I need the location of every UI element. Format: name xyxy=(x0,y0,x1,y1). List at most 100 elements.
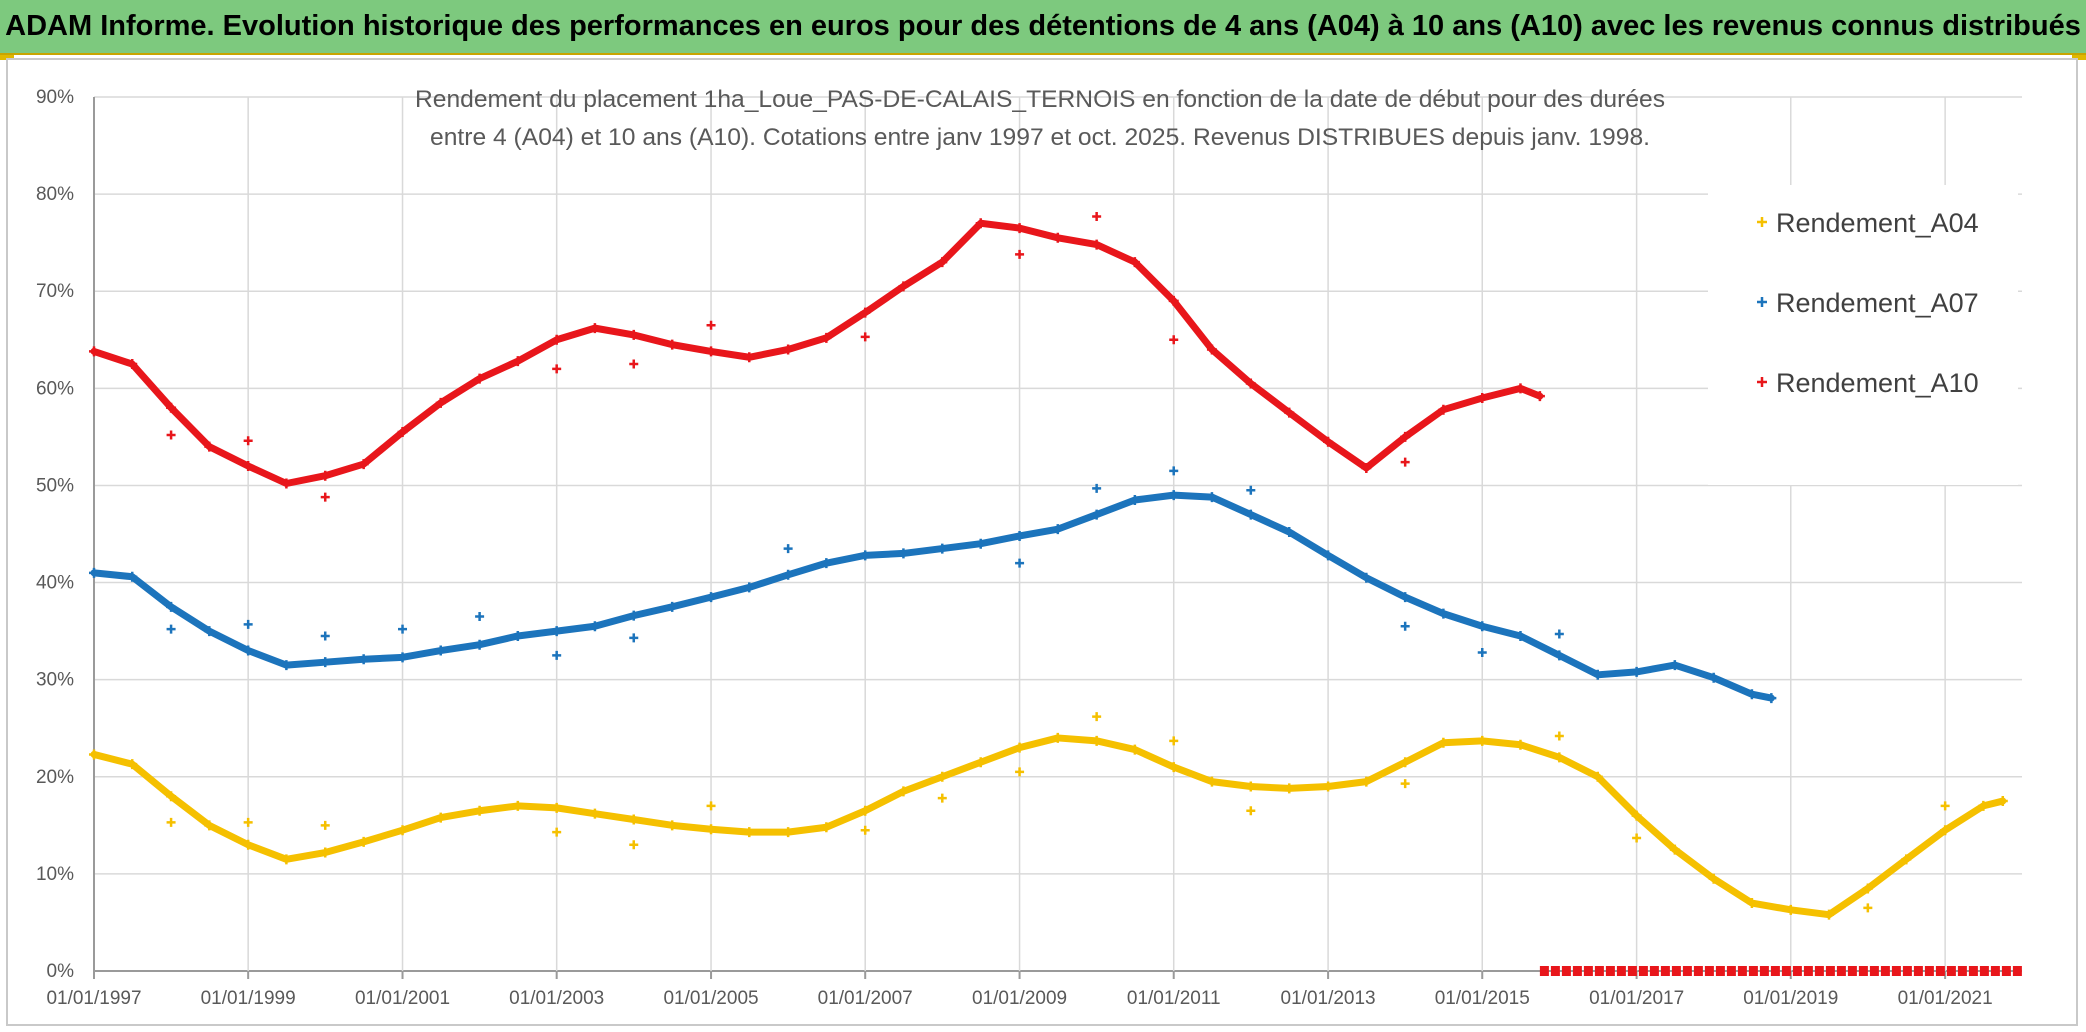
data-point xyxy=(783,344,794,355)
series-Rendement_A07 xyxy=(89,466,1777,704)
data-point xyxy=(628,610,639,621)
data-point xyxy=(937,543,948,554)
data-point xyxy=(397,652,408,663)
data-point xyxy=(860,825,870,835)
data-point xyxy=(1400,431,1411,442)
data-point xyxy=(821,822,832,833)
data-point xyxy=(628,814,639,825)
data-point xyxy=(512,630,523,641)
data-point xyxy=(358,654,369,665)
data-point xyxy=(744,827,755,838)
data-point xyxy=(166,402,177,413)
data-point xyxy=(975,757,986,768)
data-point xyxy=(744,352,755,363)
data-point xyxy=(281,854,292,865)
data-point xyxy=(1052,732,1063,743)
data-point xyxy=(1323,550,1334,561)
data-point xyxy=(1592,771,1603,782)
corner-mark xyxy=(2072,55,2086,60)
data-point xyxy=(589,808,600,819)
data-point xyxy=(667,601,678,612)
data-point xyxy=(243,436,253,446)
data-point xyxy=(89,567,99,578)
x-axis-ticks: 01/01/1997 01/01/1999 01/01/2001 01/01/2003… xyxy=(46,971,1993,1009)
data-point xyxy=(204,626,215,637)
data-point xyxy=(1092,483,1102,493)
y-tick-label: 40% xyxy=(36,573,74,594)
data-point xyxy=(629,840,639,850)
data-point xyxy=(1515,739,1526,750)
data-point xyxy=(1246,485,1256,495)
data-point xyxy=(166,430,176,440)
data-point xyxy=(1534,391,1545,402)
data-point xyxy=(1863,903,1873,913)
data-point xyxy=(397,825,408,836)
data-point xyxy=(1284,783,1295,794)
data-point xyxy=(1169,466,1179,476)
data-point xyxy=(1669,660,1680,671)
data-point xyxy=(1400,592,1411,603)
series-trace xyxy=(90,491,1775,702)
data-point xyxy=(1477,735,1488,746)
data-point xyxy=(1400,457,1410,467)
data-point xyxy=(1554,629,1564,639)
data-point xyxy=(1014,742,1025,753)
data-point xyxy=(1785,904,1796,915)
data-point xyxy=(821,558,832,569)
data-point xyxy=(89,749,99,760)
data-point xyxy=(1129,257,1140,268)
data-point xyxy=(358,459,369,470)
x-tick-label: 01/01/2009 xyxy=(972,988,1067,1009)
data-point xyxy=(435,397,446,408)
data-point xyxy=(1515,383,1526,394)
data-point xyxy=(1746,898,1757,909)
data-point xyxy=(1014,530,1025,541)
x-tick-label: 01/01/2017 xyxy=(1589,988,1684,1009)
data-point xyxy=(204,820,215,831)
data-point xyxy=(1862,883,1873,894)
x-tick-label: 01/01/1999 xyxy=(201,988,296,1009)
data-point xyxy=(821,332,832,343)
data-point xyxy=(320,492,330,502)
y-axis-ticks: 0% 10% 20% 30% 40% 50% 60% 70% 80% 90% xyxy=(36,87,74,982)
data-point xyxy=(1632,833,1642,843)
data-point xyxy=(1997,796,2008,807)
x-tick-label: 01/01/2011 xyxy=(1127,988,1221,1009)
data-point xyxy=(1477,621,1488,632)
data-point xyxy=(860,307,871,318)
data-point xyxy=(1206,344,1217,355)
data-point xyxy=(1477,393,1488,404)
data-point xyxy=(435,645,446,656)
data-point xyxy=(1823,909,1834,920)
data-point xyxy=(667,339,678,350)
data-point xyxy=(1669,844,1680,855)
data-point xyxy=(1129,495,1140,506)
x-tick-label: 01/01/2013 xyxy=(1281,988,1376,1009)
data-point xyxy=(1284,407,1295,418)
x-tick-label: 01/01/2007 xyxy=(818,988,913,1009)
y-tick-label: 30% xyxy=(36,670,74,691)
data-point xyxy=(1169,736,1179,746)
legend-marker xyxy=(1757,377,1767,387)
data-point xyxy=(475,612,485,622)
data-point xyxy=(552,827,562,837)
data-point xyxy=(397,427,408,438)
data-point xyxy=(937,257,948,268)
data-point xyxy=(320,657,331,668)
y-tick-label: 50% xyxy=(36,475,74,496)
y-tick-label: 0% xyxy=(47,961,75,982)
data-point xyxy=(1246,806,1256,816)
series-trace xyxy=(90,734,2007,919)
x-tick-label: 01/01/2005 xyxy=(663,988,758,1009)
data-point xyxy=(1400,757,1411,768)
legend-marker xyxy=(1757,297,1767,307)
series-Rendement_A10 xyxy=(89,211,2022,976)
data-point xyxy=(398,624,408,634)
report-banner: ADAM Informe. Evolution historique des p… xyxy=(0,0,2086,55)
data-point xyxy=(1978,800,1989,811)
data-point xyxy=(552,364,562,374)
data-point xyxy=(898,786,909,797)
data-point xyxy=(127,359,138,370)
data-point xyxy=(1092,211,1102,221)
data-point xyxy=(783,569,794,580)
